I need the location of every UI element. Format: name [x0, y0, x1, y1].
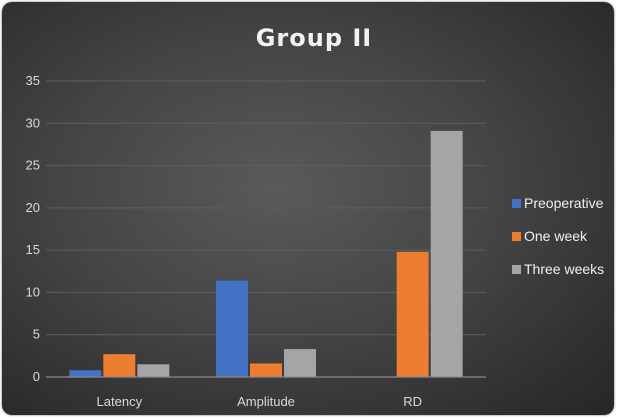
y-tick-label: 15 — [26, 242, 40, 257]
legend-item: Preoperative — [512, 195, 604, 211]
legend-label: Preoperative — [524, 195, 604, 211]
x-tick-label: RD — [403, 394, 422, 409]
y-tick-label: 35 — [26, 73, 40, 88]
legend-item: Three weeks — [512, 261, 604, 277]
bar-preoperative-amplitude — [216, 280, 248, 377]
bar-preoperative-latency — [69, 370, 102, 377]
legend-swatch — [512, 265, 521, 274]
bar-three-weeks-rd — [430, 130, 463, 377]
legend: Preoperative One week Three weeks — [512, 195, 604, 277]
bar-three-weeks-latency — [137, 364, 170, 377]
x-tick-label: Amplitude — [237, 394, 295, 409]
axes: 0 5 10 15 20 25 30 35 Latency Amplitude RD — [26, 73, 486, 409]
chart-title: Group II — [256, 24, 373, 52]
gridlines — [46, 80, 486, 336]
y-tick-label: 10 — [26, 284, 40, 299]
legend-label: One week — [524, 228, 588, 244]
y-tick-label: 25 — [26, 158, 40, 173]
legend-swatch — [512, 232, 521, 241]
bar-chart: 0 5 10 15 20 25 30 35 Latency Amplitude RD Group I… — [26, 24, 605, 409]
y-tick-label: 30 — [26, 115, 40, 130]
y-tick-label: 5 — [33, 327, 40, 342]
legend-item: One week — [512, 228, 588, 244]
y-tick-label: 0 — [33, 369, 40, 384]
bar-one-week-latency — [103, 354, 136, 377]
chart-card: 0 5 10 15 20 25 30 35 Latency Amplitude RD Group I… — [2, 2, 614, 415]
bar-one-week-rd — [396, 251, 429, 377]
x-tick-label: Latency — [97, 394, 143, 409]
bar-one-week-amplitude — [250, 363, 282, 377]
bar-three-weeks-amplitude — [284, 349, 316, 377]
legend-label: Three weeks — [524, 261, 604, 277]
y-tick-label: 20 — [26, 200, 40, 215]
legend-swatch — [512, 199, 521, 208]
bars — [69, 130, 463, 377]
